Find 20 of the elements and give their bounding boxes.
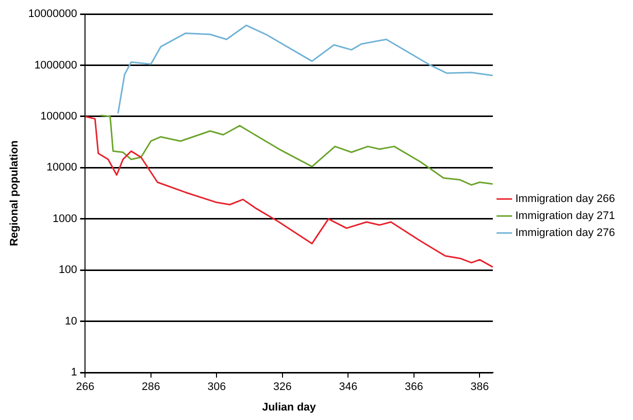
x-axis-title: Julian day [262,401,317,414]
legend-label: Immigration day 276 [515,227,616,240]
x-tick-label: 346 [338,381,358,394]
x-tick-label: 386 [470,381,489,394]
legend-label: Immigration day 271 [515,210,616,222]
y-tick-label: 10000 [46,162,78,174]
x-tick-label: 366 [404,381,424,394]
x-tick-label: 266 [76,381,94,394]
x-tick-label: 326 [273,381,292,394]
legend-label: Immigration day 266 [515,193,616,206]
y-tick-label: 100000 [40,110,78,122]
y-tick-label: 1000 [52,212,78,225]
y-axis-title: Regional population [8,140,21,246]
y-tick-label: 100 [58,264,78,276]
y-tick-label: 10000000 [28,8,78,20]
y-tick-label: 1000000 [34,59,78,72]
y-tick-label: 10 [64,315,78,328]
x-tick-label: 286 [142,381,160,394]
y-tick-label: 1 [71,366,78,379]
x-tick-label: 306 [207,381,226,394]
